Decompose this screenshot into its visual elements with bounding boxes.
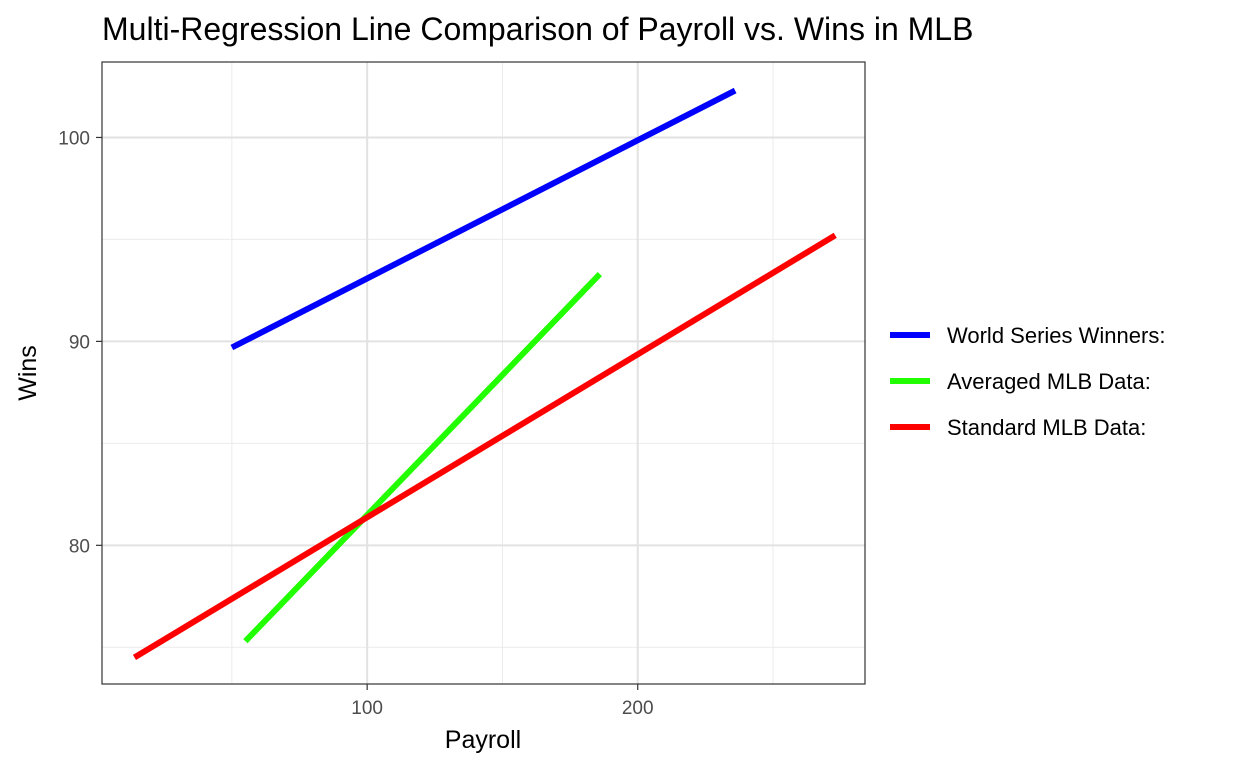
y-axis-title: Wins — [14, 345, 42, 401]
y-tick-label: 90 — [69, 332, 90, 353]
legend-label-3: Standard MLB Data: — [947, 415, 1146, 440]
series-line-2 — [243, 272, 603, 644]
x-tick-label: 100 — [351, 698, 383, 719]
plot-background — [102, 62, 865, 684]
legend-label-2: Averaged MLB Data: — [947, 369, 1151, 394]
y-tick-label: 80 — [69, 536, 90, 557]
series-line-1 — [230, 87, 737, 351]
y-axis: 80 90 100 — [58, 128, 102, 557]
chart-title: Multi-Regression Line Comparison of Payr… — [102, 11, 973, 47]
series-lines — [132, 87, 837, 661]
grid-minor — [102, 62, 865, 684]
y-tick-label: 100 — [58, 128, 90, 149]
legend: World Series Winners: Averaged MLB Data: S… — [890, 323, 1165, 440]
grid-major — [102, 62, 865, 684]
legend-label-1: World Series Winners: — [947, 323, 1165, 348]
plot-border — [101, 61, 866, 685]
x-axis-title: Payroll — [445, 726, 521, 754]
x-axis: 100 200 — [351, 684, 654, 719]
series-line-3 — [132, 232, 837, 661]
x-tick-label: 200 — [622, 698, 654, 719]
